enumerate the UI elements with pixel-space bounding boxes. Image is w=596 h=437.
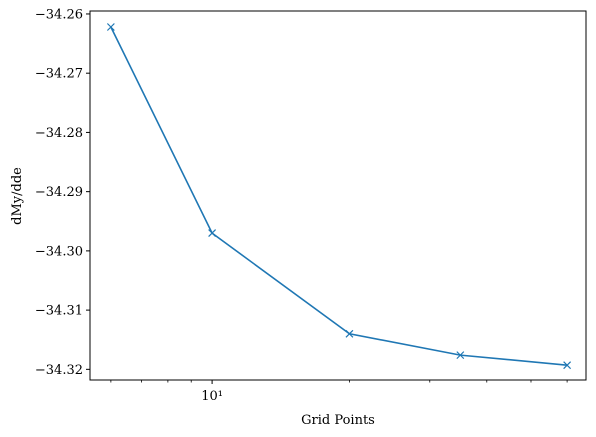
data-point-marker [345, 329, 354, 338]
x-tick-label: 10¹ [201, 389, 223, 404]
y-tick-label: −34.27 [35, 67, 83, 82]
y-tick-label: −34.30 [35, 244, 83, 259]
series-markers [106, 23, 572, 370]
data-point-marker [563, 361, 572, 370]
y-tick-label: −34.28 [35, 126, 83, 141]
y-tick-label: −34.31 [35, 304, 83, 319]
data-point-marker [456, 351, 465, 360]
y-tick-label: −34.26 [35, 7, 83, 22]
data-point-marker [106, 23, 115, 31]
axes-frame [89, 10, 587, 381]
y-axis: −34.26 −34.27 −34.28 −34.29 −34.30 −34.31 −34.… [35, 7, 90, 378]
plot-area [90, 11, 586, 380]
y-axis-label: dMy/dde [10, 167, 25, 225]
data-point-marker [208, 229, 217, 238]
y-tick-label: −34.32 [35, 363, 83, 378]
x-axis-label: Grid Points [301, 413, 375, 428]
y-tick-label: −34.29 [35, 185, 83, 200]
